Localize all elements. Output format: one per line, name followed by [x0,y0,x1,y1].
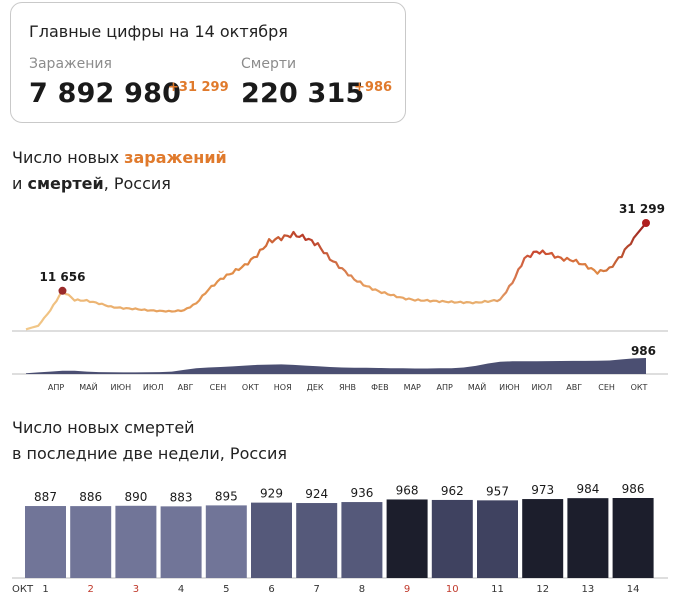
x-tick-label: НОЯ [274,383,292,392]
bar [386,499,428,578]
infections-total: 7 892 980 [29,78,182,109]
infections-delta: +31 299 [168,80,229,95]
bar-day-label: 13 [582,584,595,595]
x-tick-label: АПР [48,383,64,392]
chart1-title-prefix: Число новых [12,148,125,167]
bar-day-label: 14 [627,584,640,595]
x-tick-label: ИЮН [499,383,520,392]
infections-label: Заражения [29,56,112,72]
bar-day-label: 9 [404,584,410,595]
bar-day-label: 1 [42,584,48,595]
summary-card: Главные цифры на 14 октября Заражения 7 … [10,2,406,123]
bar-day-label: 4 [178,584,184,595]
bar [251,502,292,578]
bar [296,503,338,578]
chart2-title-line1: Число новых смертей [12,418,195,437]
chart2-title-line2: в последние две недели, Россия [12,444,287,463]
bar-day-label: 2 [88,584,94,595]
bar-value-label: 986 [622,482,645,496]
bar-value-label: 924 [305,487,328,501]
bar [160,506,202,578]
bar-day-label: 10 [446,584,459,595]
chart1-title-line2-post: , Россия [103,174,171,193]
infections-peak-marker [58,286,67,295]
bar-value-label: 886 [79,490,102,504]
bar-value-label: 895 [215,489,238,503]
x-tick-label: ИЮН [110,383,131,392]
bar-value-label: 962 [441,484,464,498]
bar-day-label: 6 [268,584,274,595]
bar [25,506,66,578]
deaths-latest-label: 986 [631,344,656,358]
x-tick-label: МАЙ [79,381,97,392]
infections-peak-label: 11 656 [40,270,86,284]
bar-value-label: 929 [260,487,283,501]
x-tick-label: СЕН [598,383,615,392]
x-tick-label: АПР [437,383,453,392]
chart1-title-line2-pre: и [12,174,28,193]
bar [477,500,518,578]
x-tick-label: СЕН [210,383,227,392]
bar [567,498,609,578]
bar [205,505,247,578]
x-tick-label: ДЕК [307,383,324,392]
bar-value-label: 890 [124,490,147,504]
x-tick-label: ИЮЛ [532,383,553,392]
chart1-title-line2-bold: смертей [27,174,104,193]
infections-peak-marker [642,219,650,227]
bar-value-label: 973 [531,483,554,497]
deaths-area [26,358,646,374]
bar-day-label: 8 [359,584,365,595]
bar [522,499,564,578]
bar-value-label: 936 [350,486,373,500]
month-label: ОКТ [12,584,34,595]
bar-day-label: 11 [491,584,504,595]
bar-day-label: 7 [314,584,320,595]
x-tick-label: ОКТ [242,383,259,392]
x-tick-label: МАР [404,383,421,392]
bar-value-label: 887 [34,490,57,504]
bar [612,498,654,578]
infections-line [25,222,647,331]
chart1-title: Число новых заражений и смертей, Россия [12,145,227,197]
bar-day-label: 3 [133,584,139,595]
deaths-delta: +986 [354,80,393,95]
bar-value-label: 957 [486,484,509,498]
bar-value-label: 984 [576,482,599,496]
infections-peak-label: 31 299 [619,202,665,216]
bar [70,506,112,578]
bar-day-label: 12 [536,584,549,595]
x-tick-label: АВГ [566,383,582,392]
x-tick-label: ИЮЛ [143,383,164,392]
chart1-title-highlight: заражений [124,148,227,167]
bar-day-label: 5 [223,584,229,595]
summary-title: Главные цифры на 14 октября [29,22,288,41]
x-tick-label: АВГ [178,383,194,392]
bar [341,502,383,578]
deaths-label: Смерти [241,56,297,72]
bar-value-label: 968 [396,483,419,497]
deaths-total: 220 315 [241,78,365,109]
x-tick-label: ОКТ [631,383,648,392]
bar [431,499,473,578]
x-tick-label: ФЕВ [371,383,388,392]
bar-value-label: 883 [170,490,193,504]
x-tick-label: МАЙ [468,381,486,392]
x-tick-label: ЯНВ [339,383,356,392]
bar [115,505,157,578]
chart2-title: Число новых смертей в последние две неде… [12,415,287,467]
